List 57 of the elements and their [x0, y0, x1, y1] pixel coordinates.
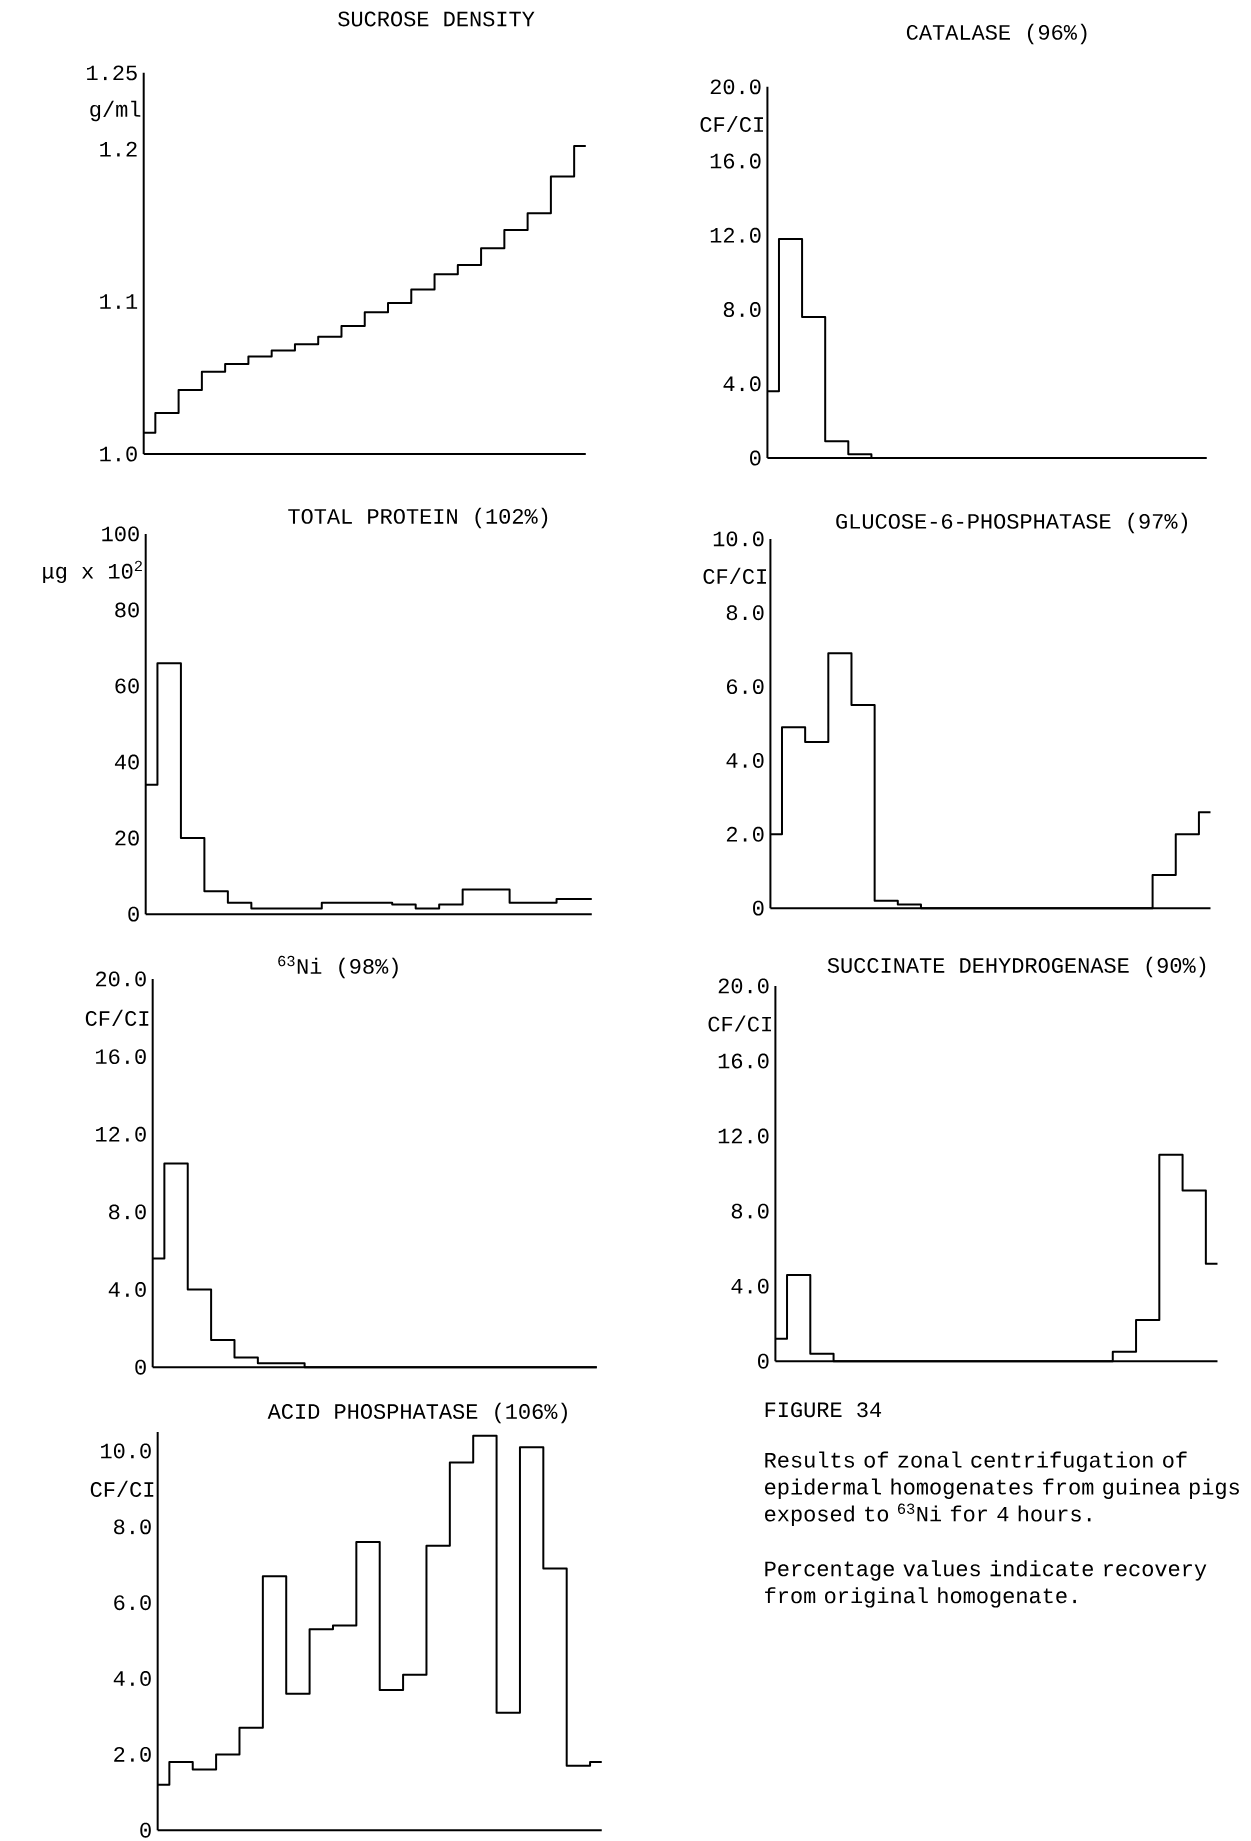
- y-tick-label: 0: [752, 900, 764, 916]
- y-tick-label: 10.0: [100, 1443, 151, 1459]
- y-tick-label: 0: [128, 906, 139, 922]
- y-tick-label: 80: [115, 602, 139, 618]
- chart-title: CATALASE (96%): [906, 23, 1087, 45]
- y-axis-title: CF/CI: [90, 1480, 154, 1498]
- y-tick-label: 20.0: [710, 79, 761, 95]
- y-axis-title: CF/CI: [703, 567, 766, 584]
- y-tick-label: 6.0: [726, 679, 764, 695]
- text: Results of zonal centrifugation of epidermal homogenates from guinea pigs exposed to $^{63}$Ni for 4 hours.: [764, 1451, 1239, 1526]
- y-tick-label: 1.2: [100, 141, 137, 157]
- y-tick-label: 0: [749, 450, 761, 466]
- y-tick-label: 0: [135, 1359, 146, 1375]
- chart-title: TOTAL PROTEIN (102%): [288, 507, 547, 529]
- y-tick-label: 12.0: [718, 1128, 769, 1144]
- y-tick-label: 100: [102, 526, 139, 542]
- chart-title: $^{63}$Ni (98%): [278, 955, 398, 979]
- y-tick-label: 16.0: [710, 153, 761, 169]
- y-axis-title: g/ml: [90, 100, 141, 122]
- y-tick-label: 1.0: [100, 446, 137, 462]
- y-tick-label: 20.0: [95, 971, 146, 987]
- y-tick-label: 8.0: [723, 302, 761, 318]
- y-tick-label: 4.0: [731, 1278, 769, 1294]
- chart-title: ACID PHOSPHATASE (106%): [267, 1402, 567, 1424]
- y-tick-label: 12.0: [95, 1126, 146, 1142]
- y-tick-label: 0: [140, 1822, 151, 1838]
- y-tick-label: 40: [114, 754, 139, 770]
- chart-title: GLUCOSE-6-PHOSPHATASE (97%): [836, 512, 1187, 534]
- y-tick-label: 2.0: [726, 826, 764, 842]
- y-tick-label: 4.0: [723, 376, 761, 392]
- y-tick-label: 12.0: [710, 227, 761, 243]
- y-axis-title: CF/CI: [85, 1009, 149, 1026]
- y-tick-label: 4.0: [113, 1671, 151, 1686]
- y-axis-title: CF/CI: [700, 115, 763, 133]
- y-tick-label: 8.0: [731, 1203, 769, 1219]
- y-tick-label: 2.0: [113, 1746, 151, 1762]
- y-tick-label: 10.0: [713, 531, 764, 547]
- y-tick-label: 60: [115, 678, 139, 694]
- y-axis-title: CF/CI: [708, 1015, 771, 1032]
- chart-title: SUCROSE DENSITY: [337, 11, 535, 27]
- y-tick-label: 8.0: [726, 605, 764, 621]
- y-tick-label: 1.25: [86, 65, 137, 81]
- y-tick-label: 16.0: [718, 1053, 769, 1069]
- y-axis-title: μg x 10$^{2}$: [43, 560, 142, 584]
- y-tick-label: 8.0: [113, 1519, 151, 1535]
- y-tick-label: 4.0: [726, 752, 764, 768]
- text: FIGURE 34: [765, 1402, 881, 1418]
- y-tick-label: 4.0: [108, 1282, 146, 1298]
- chart-title: SUCCINATE DEHYDROGENASE (90%): [827, 956, 1205, 978]
- y-tick-label: 20: [115, 830, 139, 846]
- y-tick-label: 16.0: [95, 1049, 146, 1065]
- text: Percentage values indicate recovery from original homogenate.: [764, 1560, 1207, 1608]
- y-tick-label: 8.0: [108, 1204, 146, 1220]
- y-tick-label: 0: [757, 1353, 769, 1369]
- y-tick-label: 1.1: [100, 294, 137, 309]
- y-tick-label: 6.0: [114, 1595, 151, 1611]
- y-tick-label: 20.0: [718, 978, 769, 994]
